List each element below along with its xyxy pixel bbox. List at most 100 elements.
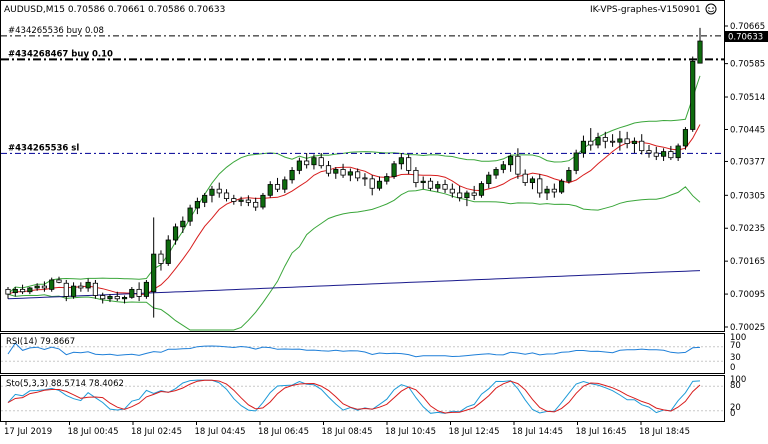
time-tick-label: 17 Jul 2019: [4, 427, 52, 437]
candle-bull: [566, 169, 572, 182]
candle-bull: [70, 285, 77, 297]
stoch-panel-frame: [0, 375, 725, 422]
candle-bear: [19, 288, 26, 293]
candle-bull: [180, 220, 186, 228]
candle-bull: [107, 296, 113, 300]
time-tick-label: 18 Jul 14:45: [512, 427, 563, 437]
candle-bull: [478, 183, 485, 196]
price-tick-label: 0.70665: [730, 22, 765, 32]
rsi-level-label: 70: [730, 341, 741, 351]
candle-bull: [595, 137, 601, 146]
order-label-buy-010[interactable]: #434268467 buy 0.10: [8, 49, 113, 59]
candle-bear: [5, 288, 11, 295]
candle-bull: [27, 287, 33, 293]
candle-bull: [194, 201, 200, 209]
price-tick-label: 0.70377: [730, 157, 765, 167]
candle-bull: [282, 179, 288, 190]
candle-bull: [187, 207, 193, 222]
price-tick-label: 0.70165: [730, 257, 765, 267]
candle-bear: [158, 253, 164, 264]
candle-bear: [646, 150, 652, 154]
price-tick-label: 0.70095: [730, 290, 765, 300]
candle-bull: [529, 178, 536, 184]
candle-bear: [253, 201, 259, 208]
candlestick-series: [5, 27, 703, 318]
time-tick-label: 18 Jul 10:45: [385, 427, 436, 437]
order-label-buy-008[interactable]: #434265536 buy 0.08: [8, 26, 104, 36]
candle-bull: [682, 129, 689, 147]
candle-bull: [209, 188, 215, 196]
candle-bear: [56, 279, 62, 283]
candle-bear: [624, 138, 630, 144]
current-price-value: 0.70633: [728, 33, 763, 43]
candle-bear: [413, 169, 419, 184]
candle-bear: [639, 140, 645, 152]
price-tick-label: 0.70585: [730, 60, 765, 70]
candle-bear: [406, 157, 412, 171]
time-tick-label: 18 Jul 18:45: [639, 427, 690, 437]
candle-bull: [121, 296, 128, 300]
candle-bull: [165, 239, 171, 264]
candle-bear: [362, 177, 368, 180]
candle-bull: [384, 176, 390, 182]
candle-bull: [347, 171, 353, 176]
rsi-line: [7, 342, 701, 358]
time-tick-label: 18 Jul 00:45: [68, 427, 119, 437]
stoch-label: Sto(5,3,3) 88.5714 78.4062: [6, 379, 124, 389]
candle-bull: [172, 226, 179, 241]
candle-bull: [85, 281, 91, 289]
candle-bear: [231, 198, 237, 202]
candle-bear: [136, 288, 142, 297]
candle-bull: [617, 138, 623, 143]
candle-bull: [508, 155, 514, 166]
candle-bear: [515, 155, 521, 175]
stoch-level-label: 80: [730, 381, 741, 391]
time-tick-label: 18 Jul 12:45: [449, 427, 500, 437]
stoch-level-label: 100: [730, 375, 746, 385]
candle-bear: [325, 165, 332, 174]
order-label-sl[interactable]: #434265536 sl: [8, 144, 79, 154]
price-tick-label: 0.70445: [730, 125, 765, 135]
candle-bull: [690, 60, 696, 130]
candle-bull: [544, 188, 550, 194]
candle-bull: [580, 140, 587, 154]
candle-bear: [588, 140, 594, 146]
candle-bear: [668, 151, 674, 159]
bb-lower-line: [7, 186, 701, 331]
candle-bull: [260, 194, 266, 208]
stoch-level-label: 0: [730, 409, 735, 419]
candle-bull: [289, 169, 295, 181]
time-tick-label: 18 Jul 08:45: [322, 427, 373, 437]
candle-bear: [78, 285, 84, 289]
candle-bull: [660, 151, 667, 157]
candle-bear: [427, 180, 434, 189]
rsi-level-label: 30: [730, 353, 741, 363]
candle-bull: [493, 169, 499, 176]
time-tick-label: 18 Jul 06:45: [258, 427, 309, 437]
moving-averages: [7, 124, 701, 300]
candle-bull: [311, 157, 317, 166]
candle-bull: [697, 40, 703, 64]
candle-bull: [559, 180, 565, 193]
server-label: IK-VPS-graphes-V150901: [590, 5, 701, 15]
time-tick-label: 18 Jul 04:45: [195, 427, 246, 437]
candle-bear: [551, 188, 557, 193]
candle-bear: [304, 160, 310, 166]
candle-bear: [274, 184, 281, 190]
candle-bull: [34, 285, 40, 289]
candle-bear: [602, 137, 608, 142]
main-chart-frame: [0, 0, 725, 332]
price-tick-label: 0.70235: [730, 224, 765, 234]
stoch-signal-line: [7, 379, 701, 414]
candle-bear: [471, 192, 477, 196]
candle-bear: [355, 171, 361, 179]
rsi-level-label: 100: [730, 333, 746, 343]
candle-bull: [500, 164, 506, 170]
candle-bull: [267, 184, 273, 196]
rsi-panel-frame: [0, 333, 725, 374]
current-price-tag: [725, 31, 768, 42]
